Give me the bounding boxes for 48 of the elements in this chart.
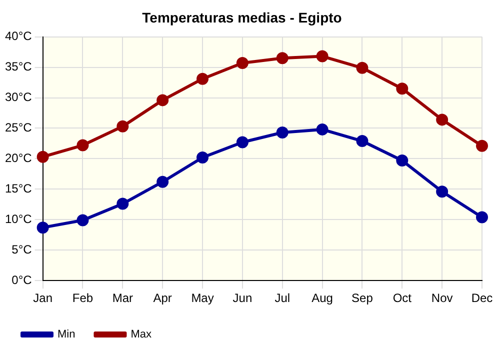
point [356, 62, 368, 74]
point [36, 222, 49, 234]
y-tick-label: 20°C [5, 151, 32, 166]
x-tick-label: Sep [352, 291, 374, 306]
x-tick-label: May [191, 291, 214, 306]
x-tick-label: Nov [431, 291, 453, 306]
x-tick-label: Mar [112, 291, 133, 306]
point [396, 82, 408, 95]
x-tick-label: Jan [33, 291, 52, 306]
y-tick-label: 0°C [12, 272, 32, 287]
point [356, 135, 368, 148]
point [156, 94, 169, 106]
y-tick-label: 25°C [5, 120, 32, 135]
point [476, 211, 488, 224]
point [196, 72, 209, 85]
point [276, 52, 288, 64]
x-tick-label: Jun [232, 291, 252, 306]
legend-label: Max [130, 328, 152, 341]
point [236, 57, 248, 70]
point [76, 139, 89, 152]
x-tick-label: Feb [72, 291, 94, 306]
y-tick-label: 5°C [12, 242, 32, 256]
point [196, 151, 209, 164]
x-tick-label: Jul [274, 291, 290, 306]
point [276, 126, 288, 138]
y-tick-label: 40°C [5, 29, 32, 44]
y-tick-label: 30°C [5, 90, 32, 104]
y-tick-label: 35°C [5, 60, 32, 74]
point [316, 50, 328, 62]
legend-label: Min [58, 328, 76, 341]
y-tick-label: 15°C [5, 181, 32, 196]
point [236, 136, 248, 148]
point [396, 154, 408, 167]
x-tick-label: Aug [312, 291, 333, 306]
point [436, 114, 448, 126]
point [116, 120, 129, 132]
x-tick-label: Oct [392, 291, 412, 306]
x-tick-label: Dec [471, 291, 493, 306]
point [476, 140, 488, 152]
point [36, 150, 49, 163]
y-tick-label: 10°C [5, 212, 32, 226]
x-tick-label: Apr [153, 291, 172, 306]
point [316, 123, 328, 136]
point [116, 198, 129, 210]
chart-title: Temperaturas medias - Egipto [142, 9, 342, 26]
point [76, 214, 89, 226]
point [156, 176, 169, 188]
point [436, 186, 448, 198]
